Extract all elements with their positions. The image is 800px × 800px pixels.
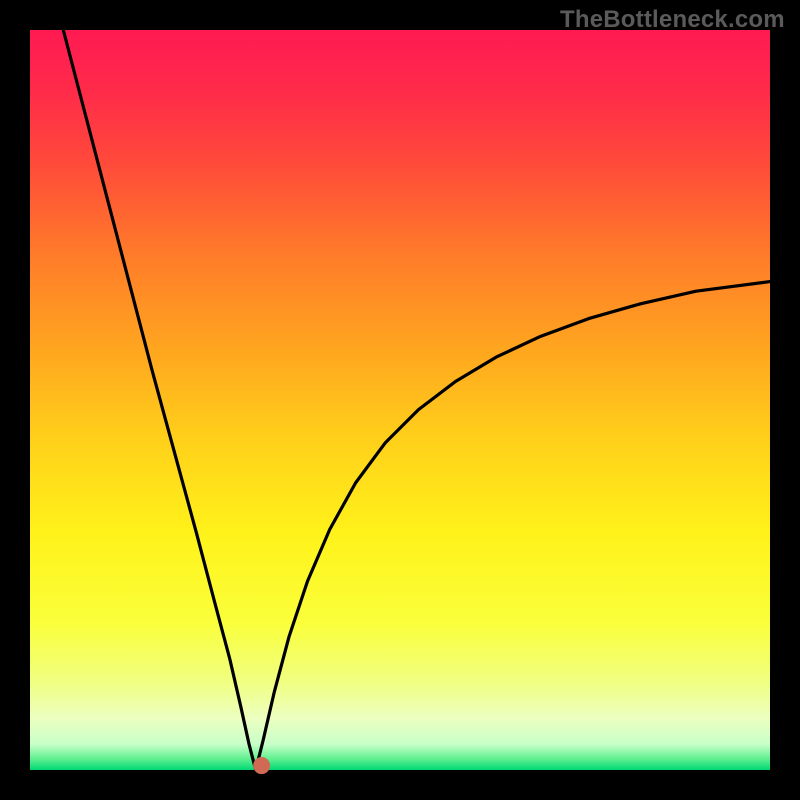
watermark-text: TheBottleneck.com (560, 6, 785, 34)
curve-layer (0, 0, 800, 800)
bottleneck-curve (63, 30, 770, 770)
minimum-marker (254, 758, 270, 774)
chart-frame: TheBottleneck.com (0, 0, 800, 800)
